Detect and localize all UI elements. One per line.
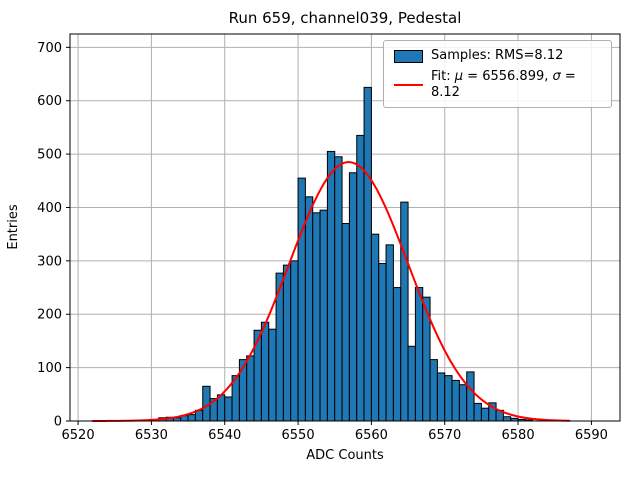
- histogram-bar-6539: [216, 394, 226, 422]
- x-tick-label-6550: 6550: [282, 428, 315, 443]
- x-tick-label-6580: 6580: [502, 428, 535, 443]
- legend-fit-label: Fit: μ = 6556.899, σ = 8.12: [431, 69, 601, 101]
- histogram-bar-6570: [444, 375, 453, 422]
- histogram-bar-6555: [334, 156, 343, 422]
- histogram-bar-6561: [378, 263, 387, 422]
- samples-swatch-icon: [394, 49, 423, 63]
- histogram-bar-6574: [473, 402, 482, 422]
- histogram-bar-6572: [458, 384, 468, 422]
- chart-title: Run 659, channel039, Pedestal: [229, 9, 462, 27]
- histogram-bar-6565: [407, 345, 416, 422]
- fit-line-icon: [394, 84, 423, 86]
- histogram-bar-6564: [400, 201, 409, 422]
- y-tick-label-700: 700: [37, 41, 62, 56]
- y-tick-label-200: 200: [37, 308, 62, 323]
- x-tick-label-6520: 6520: [62, 428, 95, 443]
- histogram-bar-6553: [319, 209, 328, 422]
- x-tick-label-6590: 6590: [575, 428, 608, 443]
- axes-layer: 6520 6530 6540 6550 6560 6570 6580 6590 0 100 200 3…: [37, 33, 621, 443]
- y-tick-label-400: 400: [37, 201, 62, 216]
- y-axis-label: Entries: [6, 204, 21, 250]
- histogram-bar-6562: [385, 244, 394, 422]
- y-tick-label-500: 500: [37, 148, 62, 163]
- x-axis-label: ADC Counts: [306, 448, 384, 463]
- histogram-bar-6573: [466, 371, 475, 422]
- histogram-bar-6549: [290, 260, 299, 422]
- fit-label-mu: μ: [454, 69, 464, 84]
- y-tick-label-600: 600: [37, 94, 62, 109]
- legend-samples-label: Samples: RMS=8.12: [431, 48, 564, 63]
- y-tick-label-0: 0: [54, 415, 62, 430]
- histogram-bar-6551: [304, 196, 314, 422]
- histogram-bar-6569: [436, 372, 446, 422]
- histogram-bar-6545: [260, 321, 270, 422]
- legend-item-samples: Samples: RMS=8.12: [394, 48, 601, 64]
- histogram-bar-6571: [451, 379, 460, 422]
- histogram-bar-6540: [224, 396, 233, 422]
- histogram-bar-6558: [356, 134, 365, 422]
- y-tick-label-300: 300: [37, 254, 62, 269]
- histogram-bar-6566: [414, 287, 424, 422]
- histogram-bar-6563: [392, 287, 402, 422]
- histogram-bar-6543: [246, 355, 255, 422]
- fit-curve: [91, 161, 571, 422]
- histogram-bar-6575: [480, 407, 490, 422]
- fit-label-mu-value: = 6556.899,: [463, 69, 553, 84]
- plot-border: [69, 33, 621, 422]
- histogram-bar-6556: [341, 222, 350, 422]
- histogram-bar-6557: [348, 172, 358, 422]
- y-tick-label-100: 100: [37, 361, 62, 376]
- fit-curve-layer: [91, 161, 571, 422]
- histogram-bar-6548: [282, 264, 292, 422]
- x-tick-label-6540: 6540: [208, 428, 241, 443]
- histogram-bar-6559: [363, 86, 372, 422]
- histogram-bar-6550: [297, 177, 306, 422]
- histogram-bar-6552: [312, 212, 321, 422]
- histogram-bar-6568: [429, 359, 438, 422]
- histogram-bar-6560: [370, 233, 380, 422]
- fit-label-sigma: σ: [552, 69, 561, 84]
- legend-item-fit: Fit: μ = 6556.899, σ = 8.12: [394, 69, 601, 101]
- x-tick-label-6570: 6570: [428, 428, 461, 443]
- histogram-bar-6546: [268, 328, 277, 422]
- fit-label-prefix: Fit:: [431, 69, 455, 84]
- histogram-bars: [158, 86, 534, 422]
- fit-label-sigma-value: = 8.12: [431, 69, 576, 100]
- x-tick-label-6560: 6560: [355, 428, 388, 443]
- histogram-bar-6535: [187, 414, 196, 422]
- histogram-bar-6578: [502, 416, 512, 422]
- legend: Samples: RMS=8.12 Fit: μ = 6556.899, σ =…: [383, 40, 612, 108]
- histogram-bar-6554: [326, 150, 336, 422]
- x-tick-label-6530: 6530: [135, 428, 168, 443]
